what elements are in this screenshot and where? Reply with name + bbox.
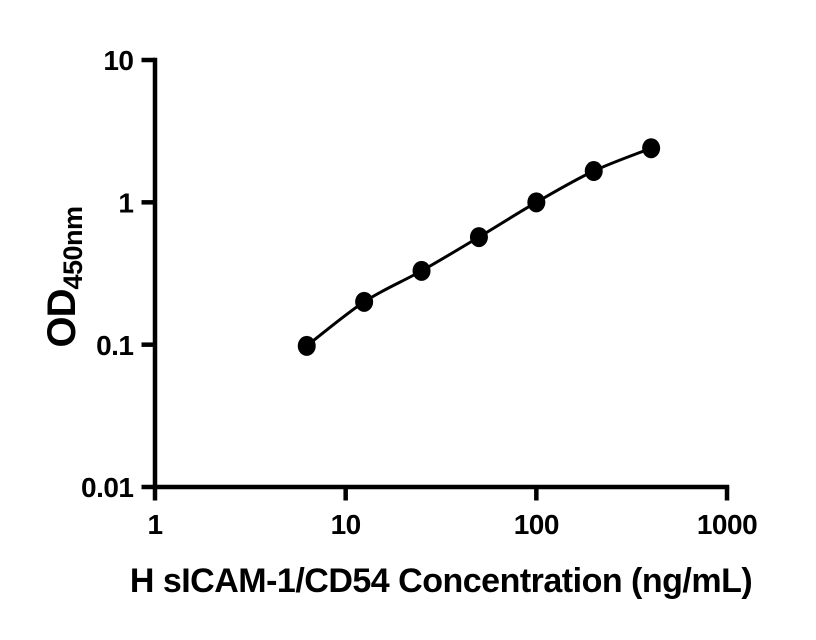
data-point — [527, 192, 546, 213]
x-axis-tick-label: 100 — [514, 509, 559, 540]
y-axis-title: OD450nm — [40, 206, 88, 348]
y-axis-tick-label: 1 — [118, 187, 133, 218]
y-axis-title-main: OD — [40, 289, 84, 348]
data-point — [355, 291, 374, 312]
x-axis-tick-label: 1000 — [697, 509, 757, 540]
axis-spine — [152, 57, 730, 490]
data-point — [412, 260, 431, 281]
data-point — [469, 227, 488, 248]
y-axis-tick-label: 0.01 — [81, 472, 134, 503]
x-axis-tick-label: 10 — [331, 509, 361, 540]
y-axis-title-subscript: 450nm — [58, 206, 88, 290]
data-point — [584, 161, 603, 182]
data-point — [642, 138, 661, 159]
x-axis-title: H sICAM-1/CD54 Concentration (ng/mL) — [129, 562, 753, 600]
y-axis-tick-label: 0.1 — [96, 330, 133, 361]
data-point — [297, 335, 316, 356]
x-axis-tick-label: 1 — [147, 509, 162, 540]
y-axis-tick-label: 10 — [103, 45, 133, 76]
